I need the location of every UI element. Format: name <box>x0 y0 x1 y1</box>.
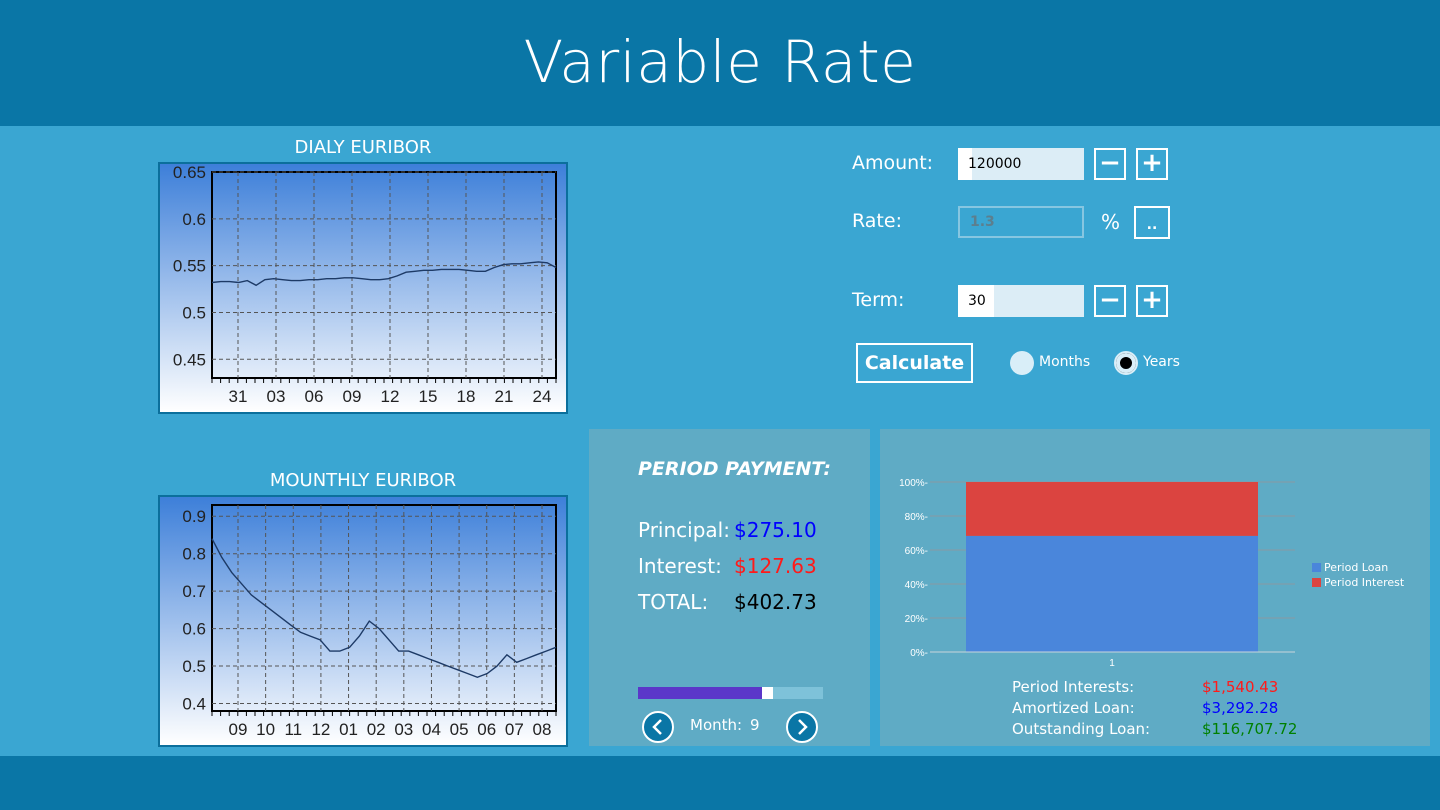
x-tick-label: 11 <box>284 720 302 739</box>
term-input[interactable]: 30 <box>958 285 1084 317</box>
x-tick-label: 06 <box>477 720 496 739</box>
chart-background <box>160 497 566 745</box>
total-label: TOTAL: <box>638 590 709 614</box>
bar-y-tick-label: 100%- <box>899 478 928 489</box>
interest-label: Interest: <box>638 554 722 578</box>
total-value: $402.73 <box>734 590 817 614</box>
bar-category-label: 1 <box>1109 658 1115 669</box>
euribor-series-line <box>211 538 557 679</box>
y-tick-label: 0.45 <box>173 350 206 369</box>
x-tick-label: 08 <box>533 720 552 739</box>
month-value: 9 <box>750 716 760 734</box>
legend-period-loan: Period Loan <box>1312 561 1388 574</box>
x-tick-label: 12 <box>381 387 400 406</box>
footer-bar <box>0 756 1440 810</box>
principal-label: Principal: <box>638 518 730 542</box>
y-tick-label: 0.55 <box>173 257 206 276</box>
x-tick-label: 02 <box>367 720 386 739</box>
amortized-loan-value: $3,292.28 <box>1202 699 1279 717</box>
x-tick-label: 06 <box>305 387 324 406</box>
y-tick-label: 0.5 <box>182 657 206 676</box>
y-tick-label: 0.8 <box>182 545 206 564</box>
month-progress-fill <box>638 687 763 699</box>
x-tick-label: 05 <box>450 720 469 739</box>
bar-y-tick-label: 0%- <box>910 648 928 659</box>
y-tick-label: 0.5 <box>182 303 206 322</box>
amount-label: Amount: <box>852 152 934 174</box>
bar-y-tick-label: 80%- <box>905 512 928 523</box>
previous-month-button[interactable] <box>642 711 674 743</box>
x-tick-label: 03 <box>267 387 286 406</box>
x-tick-label: 09 <box>343 387 362 406</box>
x-tick-label: 09 <box>229 720 248 739</box>
bar-y-tick-label: 40%- <box>905 580 928 591</box>
month-progress-thumb[interactable] <box>762 687 774 699</box>
monthly-euribor-chart: 0.9 0.8 0.7 0.6 0.5 0.4 09 10 11 12 01 02 03 04 05 06 07… <box>158 495 568 747</box>
percent-sign: % <box>1101 210 1121 234</box>
outstanding-loan-value: $116,707.72 <box>1202 720 1298 738</box>
rate-input[interactable]: 1.3 <box>958 206 1084 238</box>
outstanding-loan-label: Outstanding Loan: <box>1012 720 1151 738</box>
x-tick-label: 03 <box>394 720 413 739</box>
y-tick-label: 0.65 <box>173 164 206 182</box>
years-radio-label: Years <box>1143 354 1180 370</box>
y-tick-label: 0.6 <box>182 620 206 639</box>
y-tick-label: 0.6 <box>182 210 206 229</box>
next-month-button[interactable] <box>786 711 818 743</box>
amortized-loan-label: Amortized Loan: <box>1012 699 1135 717</box>
legend-period-interest: Period Interest <box>1312 576 1404 589</box>
rate-label: Rate: <box>852 210 902 232</box>
month-label: Month: <box>690 716 743 734</box>
breakdown-bar-chart: 100%- 80%- 60%- 40%- 20%- 0%- 1 <box>899 478 1295 669</box>
term-label: Term: <box>852 289 905 311</box>
y-tick-label: 0.7 <box>182 582 206 601</box>
x-tick-label: 07 <box>505 720 524 739</box>
period-interest-bar <box>966 482 1258 536</box>
period-loan-bar <box>966 535 1258 652</box>
months-radio-label: Months <box>1039 354 1091 370</box>
rate-options-button[interactable]: .. <box>1134 206 1170 239</box>
bar-y-tick-label: 60%- <box>905 546 928 557</box>
chevron-left-icon <box>652 719 662 735</box>
x-tick-label: 04 <box>422 720 441 739</box>
period-interests-value: $1,540.43 <box>1202 678 1279 696</box>
header-bar <box>0 0 1440 126</box>
amount-increase-button[interactable]: + <box>1136 148 1168 180</box>
bar-y-tick-label: 20%- <box>905 614 928 625</box>
legend-loan-swatch <box>1312 563 1321 572</box>
x-tick-label: 21 <box>495 387 514 406</box>
daily-euribor-chart: 0.65 0.6 0.55 0.5 0.45 31 03 06 09 12 15 18 21 24 <box>158 162 568 414</box>
term-decrease-button[interactable]: − <box>1094 285 1126 317</box>
daily-chart-title: DIALY EURIBOR <box>294 137 432 158</box>
x-tick-label: 01 <box>339 720 358 739</box>
interest-value: $127.63 <box>734 554 817 578</box>
chevron-right-icon <box>798 719 808 735</box>
y-tick-label: 0.4 <box>182 695 206 714</box>
x-tick-label: 10 <box>256 720 275 739</box>
amount-input[interactable]: 120000 <box>958 148 1084 180</box>
x-tick-label: 18 <box>457 387 476 406</box>
principal-value: $275.10 <box>734 518 817 542</box>
amount-decrease-button[interactable]: − <box>1094 148 1126 180</box>
x-tick-label: 31 <box>229 387 248 406</box>
legend-interest-swatch <box>1312 578 1321 587</box>
term-increase-button[interactable]: + <box>1136 285 1168 317</box>
monthly-chart-title: MOUNTHLY EURIBOR <box>269 470 457 491</box>
x-tick-label: 12 <box>311 720 330 739</box>
x-tick-label: 15 <box>419 387 438 406</box>
app-title: Variable Rate <box>523 28 917 96</box>
x-tick-label: 24 <box>533 387 552 406</box>
period-payment-title: PERIOD PAYMENT: <box>638 458 831 480</box>
calculate-button[interactable]: Calculate <box>856 343 973 383</box>
chart-background <box>160 164 566 412</box>
euribor-series-line <box>211 261 557 287</box>
y-tick-label: 0.9 <box>182 507 206 526</box>
months-radio[interactable] <box>1010 351 1034 375</box>
month-progress-slider[interactable] <box>638 687 823 699</box>
years-radio[interactable] <box>1114 351 1138 375</box>
period-interests-label: Period Interests: <box>1012 678 1135 696</box>
